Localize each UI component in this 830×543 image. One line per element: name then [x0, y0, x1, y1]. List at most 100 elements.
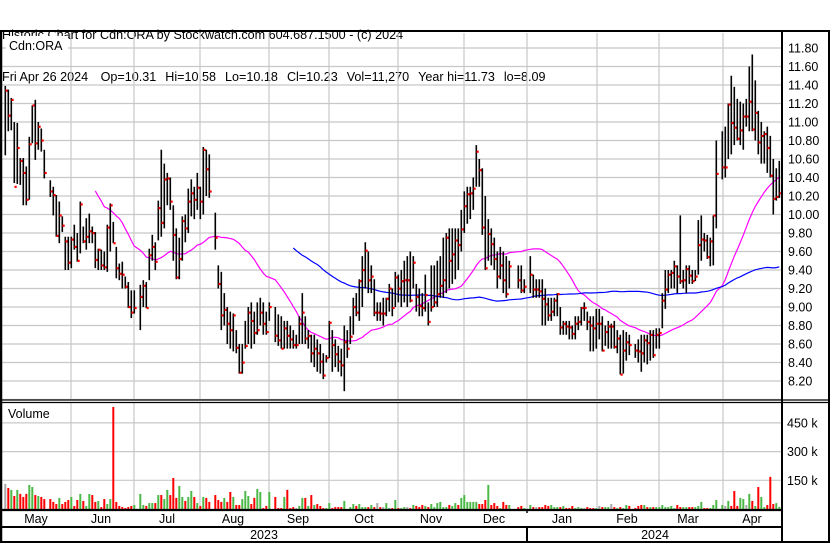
close-tick — [365, 249, 368, 252]
close-tick — [233, 314, 236, 317]
close-tick — [524, 285, 527, 288]
volume-bar — [277, 508, 280, 509]
close-tick — [530, 273, 533, 276]
volume-bar — [157, 495, 160, 509]
close-tick — [431, 306, 434, 309]
close-tick — [560, 326, 563, 329]
volume-bar — [532, 507, 535, 509]
volume-bar — [154, 503, 157, 509]
close-tick — [53, 194, 56, 197]
close-tick — [143, 284, 146, 287]
close-tick — [161, 221, 164, 225]
volume-bar — [358, 504, 361, 509]
volume-bar — [238, 504, 241, 509]
volume-bar — [367, 507, 370, 509]
close-tick — [671, 271, 674, 274]
close-tick — [65, 240, 68, 243]
close-tick — [68, 261, 71, 264]
close-tick — [749, 100, 752, 103]
close-tick — [404, 279, 407, 282]
quote-volume: Vol=11,270 — [346, 70, 410, 84]
close-tick — [155, 260, 158, 263]
close-tick — [674, 265, 677, 268]
close-tick — [203, 148, 206, 151]
volume-bar — [91, 495, 94, 509]
volume-bar — [13, 495, 16, 509]
volume-bar — [763, 507, 766, 509]
volume-bar — [517, 507, 520, 509]
volume-bar — [520, 505, 523, 509]
volume-bar — [673, 508, 676, 509]
close-tick — [8, 114, 11, 117]
volume-bar — [559, 507, 562, 509]
volume-bar — [127, 507, 130, 509]
volume-bar — [217, 500, 220, 509]
close-tick — [128, 306, 131, 309]
volume-bar — [409, 508, 412, 509]
volume-bar — [178, 486, 181, 509]
close-tick — [380, 312, 383, 315]
volume-bar — [322, 508, 325, 509]
volume-bar — [649, 507, 652, 509]
close-tick — [290, 338, 293, 341]
close-tick — [56, 234, 59, 237]
price-tick-label: 9.00 — [788, 301, 812, 315]
close-tick — [281, 347, 284, 350]
volume-bar — [295, 508, 298, 509]
volume-bar — [400, 508, 403, 509]
volume-bar — [739, 497, 742, 509]
volume-bar — [454, 503, 457, 509]
close-tick — [23, 171, 26, 175]
price-tick-label: 11.20 — [788, 97, 818, 111]
volume-bar — [565, 508, 568, 509]
volume-bar — [355, 505, 358, 509]
volume-bar — [619, 507, 622, 509]
volume-bar — [433, 507, 436, 509]
volume-bar — [574, 508, 577, 509]
volume-bar — [256, 488, 259, 509]
volume-bar — [595, 508, 598, 509]
quote-summary: Fri Apr 26 2024 Op=10.31 Hi=10.58 Lo=10.18… — [2, 70, 830, 84]
year-high: Year hi=11.73 — [418, 70, 495, 84]
volume-bar — [502, 501, 505, 509]
volume-bar — [613, 507, 616, 509]
volume-bar — [82, 500, 85, 509]
close-tick — [737, 137, 740, 140]
close-tick — [566, 325, 569, 328]
volume-bar — [64, 501, 67, 509]
volume-bar — [85, 505, 88, 509]
close-tick — [32, 104, 35, 107]
close-tick — [488, 232, 491, 236]
close-tick — [467, 193, 470, 196]
close-tick — [386, 297, 389, 300]
volume-tick-label: 450 k — [787, 416, 818, 430]
close-tick — [623, 349, 626, 352]
volume-bar — [334, 507, 337, 509]
volume-bar — [223, 497, 226, 509]
volume-bar — [112, 407, 115, 509]
volume-bar — [166, 489, 169, 509]
volume-bar — [337, 507, 340, 509]
close-tick — [500, 264, 503, 267]
volume-bar — [67, 500, 70, 509]
close-tick — [311, 352, 314, 355]
close-tick — [575, 322, 578, 325]
volume-bar — [442, 507, 445, 509]
volume-bar — [61, 504, 64, 509]
close-tick — [665, 288, 668, 291]
price-tick-label: 9.60 — [788, 245, 812, 259]
volume-bar — [40, 496, 43, 509]
close-tick — [722, 166, 725, 169]
volume-bar — [724, 505, 727, 509]
volume-bar — [667, 507, 670, 509]
volume-bar — [451, 505, 454, 509]
close-tick — [200, 200, 203, 203]
volume-bar — [16, 489, 19, 509]
close-tick — [356, 311, 359, 314]
volume-bar — [571, 505, 574, 509]
volume-bar — [706, 508, 709, 509]
volume-bar — [349, 507, 352, 509]
volume-bar — [553, 507, 556, 509]
close-tick — [257, 329, 260, 332]
volume-bar — [376, 503, 379, 509]
